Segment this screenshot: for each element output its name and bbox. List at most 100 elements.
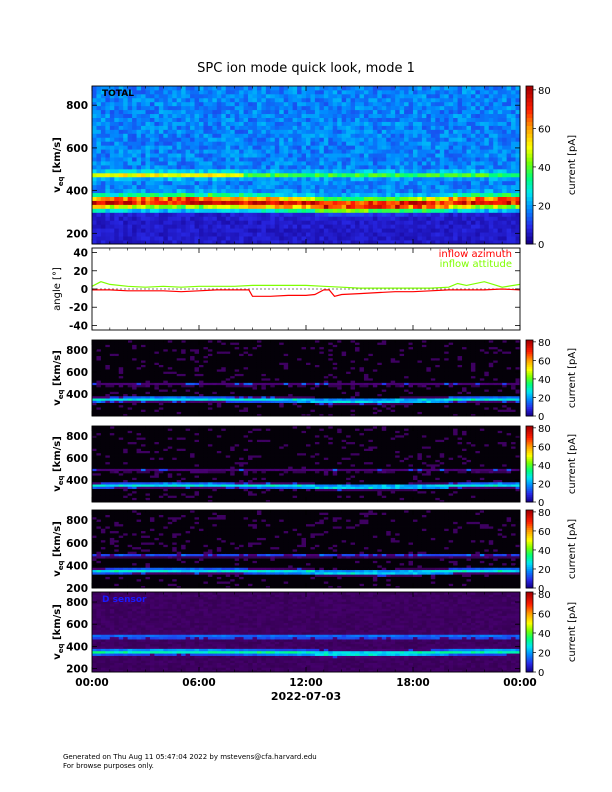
heatmap-cell <box>190 101 195 107</box>
heatmap-cell <box>181 382 187 386</box>
heatmap-cell <box>279 180 285 186</box>
heatmap-cell <box>185 133 191 138</box>
heatmap-cell <box>355 216 360 221</box>
heatmap-cell <box>470 176 476 182</box>
figure-title: SPC ion mode quick look, mode 1 <box>197 61 415 76</box>
heatmap-cell <box>109 364 115 368</box>
heatmap-cell <box>426 97 432 103</box>
heatmap-cell <box>118 386 124 390</box>
heatmap-cell <box>92 373 97 377</box>
heatmap-cell <box>270 240 276 245</box>
heatmap-cell <box>248 165 253 170</box>
heatmap-cell <box>176 157 182 162</box>
heatmap-cell <box>283 105 289 111</box>
heatmap-cell <box>185 366 191 370</box>
heatmap-cell <box>100 413 106 417</box>
heatmap-cell <box>100 145 106 150</box>
heatmap-cell <box>216 240 222 245</box>
heatmap-cell <box>118 137 124 142</box>
heatmap-cell <box>279 220 285 225</box>
heatmap-cell <box>386 212 392 217</box>
heatmap-cell <box>265 153 271 158</box>
heatmap-cell <box>163 224 169 229</box>
heatmap-cell <box>502 141 508 146</box>
heatmap-cell <box>337 212 343 217</box>
heatmap-cell <box>430 86 436 91</box>
heatmap-cell <box>497 121 503 126</box>
colorbar-frame <box>525 85 534 245</box>
heatmap-cell <box>145 340 151 343</box>
heatmap-cell <box>408 157 414 162</box>
heatmap-cell <box>328 236 334 241</box>
heatmap-cell <box>515 192 521 197</box>
heatmap-cell <box>225 184 231 190</box>
heatmap-cell <box>395 200 401 205</box>
heatmap-cell <box>288 141 294 146</box>
heatmap-cell <box>132 121 137 126</box>
heatmap-cell <box>123 400 129 403</box>
heatmap-cell <box>479 165 485 170</box>
heatmap-cell <box>239 208 244 213</box>
heatmap-cell <box>346 188 351 194</box>
heatmap-cell <box>283 133 289 138</box>
heatmap-cell <box>288 153 294 158</box>
heatmap-cell <box>399 224 405 229</box>
heatmap-cell <box>194 157 200 162</box>
heatmap-cell <box>105 351 111 354</box>
heatmap-cell <box>341 145 347 150</box>
heatmap-cell <box>127 382 133 386</box>
heatmap-cell <box>355 149 360 154</box>
heatmap-cell <box>176 413 182 417</box>
heatmap-cell <box>462 105 467 111</box>
heatmap-cell <box>399 232 405 237</box>
heatmap-cell <box>502 220 508 225</box>
heatmap-cell <box>127 192 133 197</box>
heatmap-cell <box>426 176 432 182</box>
heatmap-cell <box>234 165 240 170</box>
heatmap-cell <box>132 340 137 343</box>
heatmap-cell <box>332 200 338 205</box>
heatmap-cell <box>323 184 329 190</box>
heatmap-cell <box>314 212 320 217</box>
heatmap-cell <box>199 224 204 229</box>
heatmap-cell <box>319 93 325 99</box>
heatmap-cell <box>270 97 276 103</box>
heatmap-cell <box>386 208 392 213</box>
heatmap-cell <box>283 153 289 158</box>
heatmap-cell <box>203 117 209 122</box>
heatmap-cell <box>306 216 311 221</box>
heatmap-cell <box>109 380 115 383</box>
heatmap-cell <box>92 393 97 397</box>
heatmap-cell <box>444 168 450 174</box>
heatmap-cell <box>194 176 200 182</box>
heatmap-cell <box>484 161 490 166</box>
heatmap-cell <box>426 89 432 95</box>
heatmap-cell <box>100 228 106 233</box>
heatmap-cell <box>448 117 454 122</box>
heatmap-cell <box>292 192 298 197</box>
heatmap-cell <box>453 165 458 170</box>
heatmap-cell <box>185 137 191 142</box>
heatmap-cell <box>417 208 423 213</box>
heatmap-cell <box>123 342 129 345</box>
heatmap-cell <box>105 172 111 178</box>
heatmap-cell <box>306 188 311 194</box>
heatmap-cell <box>194 340 200 343</box>
heatmap-cell <box>319 105 325 111</box>
heatmap-cell <box>141 129 146 134</box>
heatmap-cell <box>172 149 178 154</box>
heatmap-cell <box>413 236 418 241</box>
heatmap-cell <box>203 101 209 107</box>
heatmap-cell <box>462 228 467 233</box>
heatmap-cell <box>216 395 222 399</box>
heatmap-cell <box>390 121 396 126</box>
heatmap-cell <box>448 176 454 182</box>
heatmap-cell <box>203 168 209 174</box>
heatmap-cell <box>332 232 338 237</box>
heatmap-cell <box>448 105 454 111</box>
heatmap-cell <box>363 204 369 209</box>
heatmap-cell <box>265 105 271 111</box>
heatmap-cell <box>493 196 499 201</box>
heatmap-cell <box>234 180 240 186</box>
heatmap-cell <box>149 353 155 357</box>
